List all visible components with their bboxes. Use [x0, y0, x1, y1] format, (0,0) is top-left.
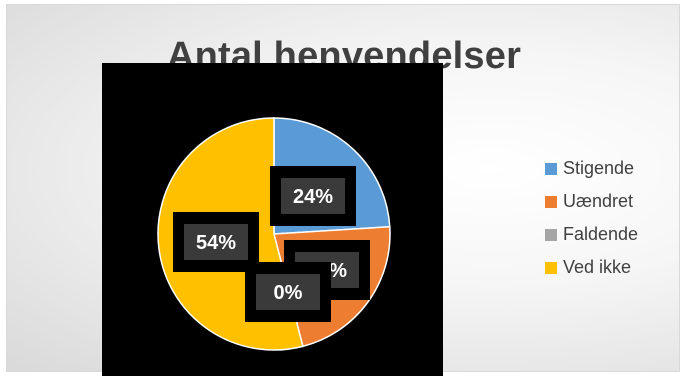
data-label-text-stigende: 24%: [293, 186, 333, 208]
legend-item-uaendret: Uændret: [545, 185, 638, 218]
legend-swatch-uaendret: [545, 195, 557, 208]
legend-item-faldende: Faldende: [545, 218, 638, 251]
legend-label-ved-ikke: Ved ikke: [563, 257, 632, 277]
legend-swatch-ved-ikke: [545, 261, 557, 274]
legend-label-stigende: Stigende: [563, 158, 635, 178]
data-label-faldende: 0%: [245, 262, 331, 322]
data-label-text-faldende: 0%: [274, 282, 303, 304]
legend-swatch-stigende: [545, 162, 557, 175]
data-label-ved-ikke: 54%: [173, 212, 259, 272]
data-label-stigende: 24%: [270, 166, 356, 226]
legend-label-faldende: Faldende: [563, 224, 639, 244]
legend-label-uaendret: Uændret: [563, 191, 634, 211]
legend-item-ved-ikke: Ved ikke: [545, 251, 638, 284]
legend: Stigende Uændret Faldende Ved ikke: [545, 152, 638, 284]
legend-item-stigende: Stigende: [545, 152, 638, 185]
data-label-text-ved-ikke: 54%: [196, 232, 236, 254]
legend-swatch-faldende: [545, 228, 557, 241]
data-labels: 24%22%0%54%: [173, 166, 370, 322]
